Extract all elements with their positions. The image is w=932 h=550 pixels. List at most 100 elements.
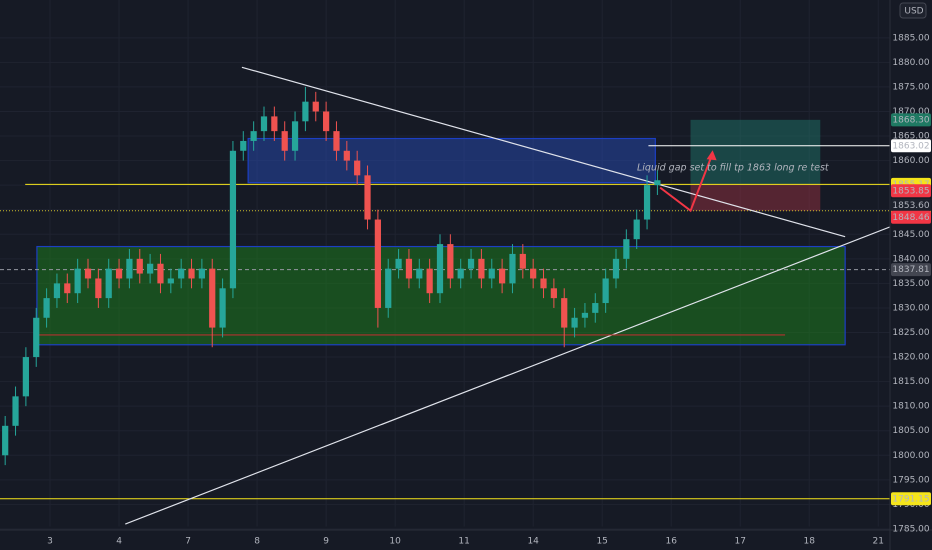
y-tick-label: 1810.00 <box>892 402 929 412</box>
y-tick-label: 1880.00 <box>892 58 929 68</box>
candle-body <box>457 268 464 279</box>
candle-body <box>105 268 112 299</box>
candle-body <box>84 268 92 279</box>
price-label-box <box>891 139 931 153</box>
annotation: Liquid gap set to fill tp 1863 long re t… <box>637 163 830 174</box>
candle-body <box>74 268 81 294</box>
candle-body <box>188 268 195 279</box>
candle-body <box>260 116 268 132</box>
candle-body <box>22 357 29 397</box>
candle-body <box>405 258 413 279</box>
candle-body <box>240 140 247 151</box>
y-tick-label: 1875.00 <box>892 82 929 92</box>
y-tick-label: 1825.00 <box>892 328 929 338</box>
y-tick-label: 1785.00 <box>892 524 929 534</box>
candle-body <box>571 317 578 328</box>
y-tick-label: 1845.00 <box>892 230 929 240</box>
currency: USD <box>904 7 923 17</box>
price-label-box <box>891 184 931 198</box>
x-tick-label: 16 <box>665 537 677 547</box>
trendline <box>125 226 891 525</box>
candle-body <box>43 298 50 318</box>
y-tick-label: 1860.00 <box>892 156 929 166</box>
price-label: 1853.60 <box>892 201 929 211</box>
candle-body <box>209 268 216 328</box>
x-tick-label: 9 <box>323 537 329 547</box>
candle-body <box>323 111 330 132</box>
candle-body <box>95 278 102 299</box>
candle-body <box>374 219 381 308</box>
candle-body <box>643 185 651 220</box>
price-label-box <box>891 198 931 212</box>
x-tick-label: 7 <box>185 537 191 547</box>
candle-body <box>385 268 392 308</box>
price-label: 1837.81 <box>892 265 929 275</box>
price-label-box <box>891 113 931 127</box>
y-tick-label: 1865.00 <box>892 132 929 142</box>
candle-body <box>592 303 599 313</box>
x-tick-label: 18 <box>804 537 816 547</box>
candle-body <box>271 116 278 132</box>
candle-body <box>612 258 620 279</box>
price-label: 1863.02 <box>892 141 929 151</box>
candle-body <box>550 288 557 299</box>
y-tick-label: 1795.00 <box>892 475 929 485</box>
x-tick-label: 15 <box>596 537 607 547</box>
candle-body <box>64 283 71 294</box>
candle-body <box>136 258 143 274</box>
candle-body <box>333 131 340 151</box>
candle-body <box>467 258 475 269</box>
price-label: 1868.30 <box>892 115 929 125</box>
y-tick-label: 1815.00 <box>892 377 929 387</box>
y-tick-label: 1835.00 <box>892 279 929 289</box>
candle-body <box>147 263 154 274</box>
x-tick-label: 11 <box>458 537 469 547</box>
candle-body <box>623 239 630 259</box>
candle-body <box>53 283 61 299</box>
candle-body <box>488 268 495 279</box>
trendline <box>241 66 846 238</box>
candle-body <box>281 131 288 151</box>
y-tick-label: 1830.00 <box>892 303 929 313</box>
candle-body <box>12 396 19 426</box>
candle-body <box>229 150 237 289</box>
candle-body <box>426 268 433 294</box>
candle-body <box>447 244 454 279</box>
candle-body <box>33 317 40 358</box>
candle-body <box>219 288 226 328</box>
x-tick-label: 21 <box>873 537 884 547</box>
candle-body <box>478 258 485 279</box>
candle-body <box>126 258 133 279</box>
x-tick-label: 4 <box>116 537 122 547</box>
price-label: 1853.85 <box>892 186 929 196</box>
candle-body <box>364 175 371 220</box>
candle-body <box>198 268 205 279</box>
candle-body <box>2 425 9 456</box>
x-tick-label: 8 <box>254 537 260 547</box>
candle-body <box>581 312 589 318</box>
arrow <box>659 152 714 213</box>
candle-body <box>115 268 123 279</box>
candle-body <box>519 253 526 269</box>
candle-body <box>178 268 185 279</box>
candle-body <box>561 298 568 328</box>
candle-body <box>354 160 361 176</box>
y-tick-label: 1885.00 <box>892 33 929 43</box>
x-tick-label: 10 <box>389 537 401 547</box>
candle-body <box>312 101 319 112</box>
y-tick-label: 1840.00 <box>892 254 929 264</box>
zone <box>690 119 821 185</box>
candle-body <box>540 278 547 289</box>
candle-body <box>343 150 350 161</box>
arrow-head <box>706 150 717 161</box>
price-label-box <box>891 210 931 224</box>
candle-body <box>499 268 506 284</box>
candle-body <box>509 253 516 284</box>
x-tick-label: 14 <box>527 537 539 547</box>
candle-body <box>291 121 299 151</box>
candle-body <box>167 278 174 284</box>
x-tick-label: 17 <box>735 537 746 547</box>
y-tick-label: 1820.00 <box>892 353 929 363</box>
currency-box[interactable] <box>899 2 927 19</box>
